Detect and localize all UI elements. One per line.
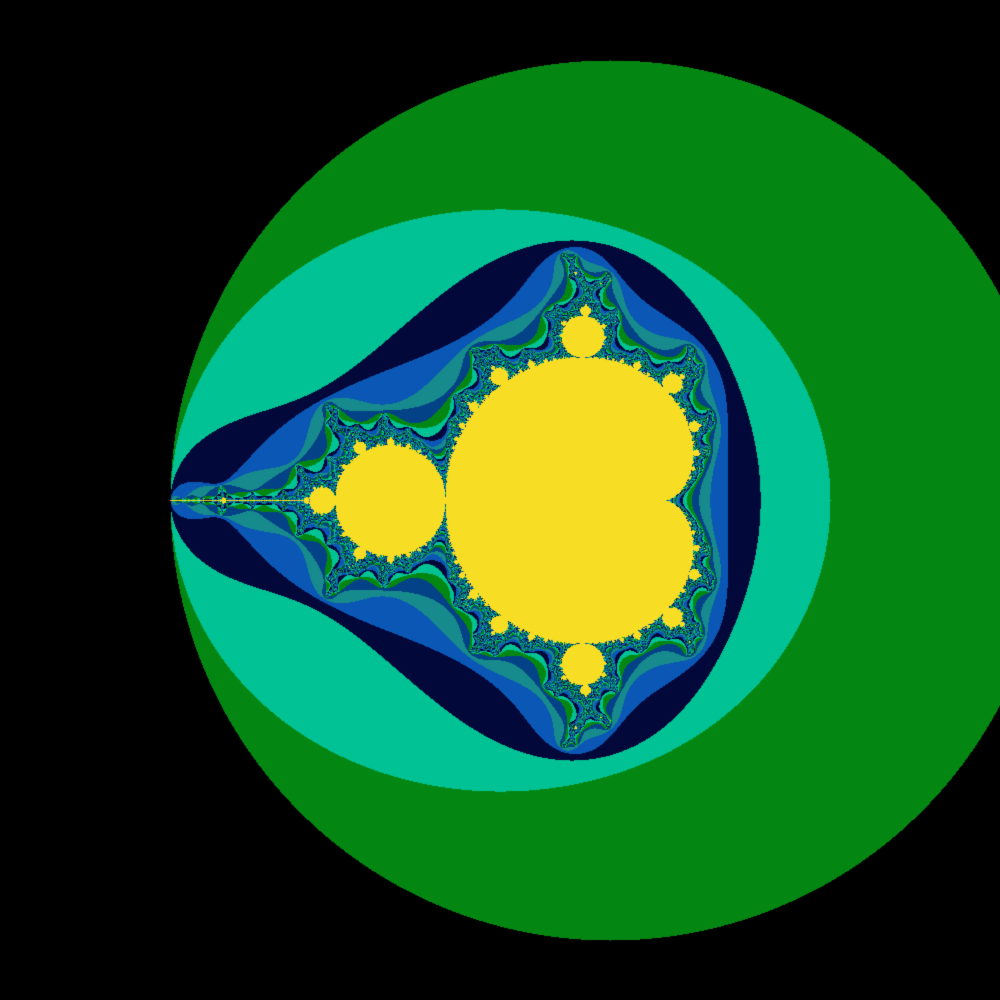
fractal-image xyxy=(0,0,1000,1000)
mandelbrot-canvas xyxy=(0,0,1000,1000)
